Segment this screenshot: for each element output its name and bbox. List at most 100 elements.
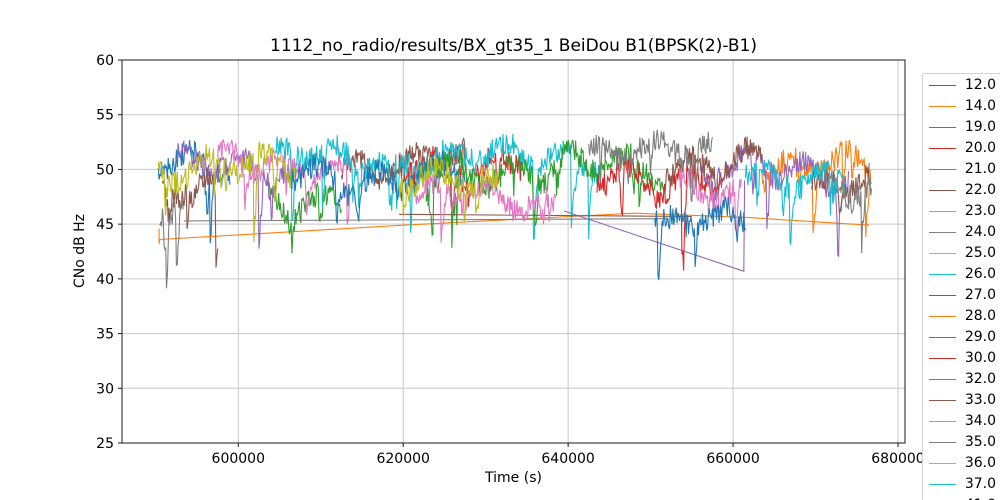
x-tick-label: 600000 bbox=[212, 451, 265, 467]
x-tick-label: 640000 bbox=[541, 451, 594, 467]
legend-box: 12.0 14.0 19.0 20.0 21.0 22.0 23.0 24.0 25.0 26.0… bbox=[922, 73, 1000, 500]
series-line-24.0 bbox=[159, 199, 185, 289]
y-tick-label: 45 bbox=[96, 217, 114, 233]
legend-line-sample bbox=[929, 232, 956, 233]
legend-label: 41.0 bbox=[956, 495, 1000, 500]
series-line-35.0 bbox=[819, 166, 873, 254]
series-line-25.0 bbox=[157, 140, 297, 243]
series-line-34.0 bbox=[415, 172, 557, 243]
legend-item-21.0: 21.0 bbox=[923, 159, 1000, 180]
series-line-32.0 bbox=[699, 143, 850, 258]
legend-item-35.0: 35.0 bbox=[923, 432, 1000, 453]
legend-label: 26.0 bbox=[964, 266, 996, 282]
legend-label: 24.0 bbox=[964, 224, 996, 240]
legend-item-34.0: 34.0 bbox=[923, 411, 1000, 432]
legend-item-26.0: 26.0 bbox=[923, 264, 1000, 285]
legend-item-32.0: 32.0 bbox=[923, 369, 1000, 390]
legend-item-27.0: 27.0 bbox=[923, 285, 1000, 306]
series-line-23.0 bbox=[217, 139, 351, 225]
legend-item-30.0: 30.0 bbox=[923, 348, 1000, 369]
x-axis-label: Time (s) bbox=[485, 470, 542, 486]
series-line-36.0 bbox=[398, 155, 499, 223]
legend-label: 22.0 bbox=[964, 182, 996, 198]
legend-label: 32.0 bbox=[964, 371, 996, 387]
series-line-14.0 bbox=[158, 212, 870, 244]
legend-item-36.0: 36.0 bbox=[923, 453, 1000, 474]
axes-frame bbox=[121, 59, 906, 444]
series-line-35.0 bbox=[588, 129, 713, 203]
legend-label: 14.0 bbox=[964, 98, 996, 114]
legend-item-20.0: 20.0 bbox=[923, 138, 1000, 159]
legend-item-22.0: 22.0 bbox=[923, 180, 1000, 201]
legend-item-12.0: 12.0 bbox=[923, 75, 1000, 96]
series-line-32.0 bbox=[563, 180, 746, 272]
legend-line-sample bbox=[929, 211, 956, 212]
series-line-24.0 bbox=[183, 218, 668, 222]
legend-label: 27.0 bbox=[964, 287, 996, 303]
legend-line-sample bbox=[929, 274, 956, 275]
legend-label: 21.0 bbox=[964, 161, 996, 177]
legend-line-sample bbox=[929, 400, 956, 401]
legend-line-sample bbox=[929, 148, 956, 149]
legend-label: 20.0 bbox=[964, 140, 996, 156]
y-tick-label: 30 bbox=[96, 381, 114, 397]
series-line-33.0 bbox=[399, 213, 692, 218]
legend-item-37.0: 37.0 bbox=[923, 474, 1000, 495]
ticks: 600000 620000 640000 660000 680000 25 30 35 40 45… bbox=[96, 53, 925, 467]
legend-line-sample bbox=[929, 463, 956, 464]
legend-label: 35.0 bbox=[964, 434, 996, 450]
legend-line-sample bbox=[929, 379, 956, 380]
x-tick-label: 660000 bbox=[706, 451, 759, 467]
y-tick-label: 35 bbox=[96, 327, 114, 343]
x-tick-label: 620000 bbox=[376, 451, 429, 467]
legend-item-29.0: 29.0 bbox=[923, 327, 1000, 348]
legend-label: 37.0 bbox=[964, 476, 996, 492]
legend-label: 34.0 bbox=[964, 413, 996, 429]
legend-line-sample bbox=[929, 442, 956, 443]
legend-line-sample bbox=[929, 295, 956, 296]
legend-item-19.0: 19.0 bbox=[923, 117, 1000, 138]
legend-label: 12.0 bbox=[964, 77, 996, 93]
legend-label: 28.0 bbox=[964, 308, 996, 324]
legend-label: 25.0 bbox=[964, 245, 996, 261]
legend-line-sample bbox=[929, 127, 956, 128]
series-line-37.0 bbox=[744, 159, 845, 246]
series-line-22.0 bbox=[161, 167, 219, 268]
legend-item-28.0: 28.0 bbox=[923, 306, 1000, 327]
grid bbox=[122, 59, 905, 444]
legend-label: 19.0 bbox=[964, 119, 996, 135]
series-line-41.0 bbox=[654, 196, 746, 281]
legend-line-sample bbox=[929, 337, 956, 338]
x-tick-label: 680000 bbox=[871, 451, 924, 467]
legend-item-41.0: 41.0 bbox=[923, 495, 1000, 500]
series-line-19.0 bbox=[266, 180, 342, 254]
y-axis-label: CNo dB Hz bbox=[72, 213, 88, 289]
legend-label: 36.0 bbox=[964, 455, 996, 471]
legend-line-sample bbox=[929, 421, 956, 422]
chart-title: 1112_no_radio/results/BX_gt35_1 BeiDou B… bbox=[270, 36, 757, 56]
series-line-29.0 bbox=[419, 139, 664, 248]
legend-item-14.0: 14.0 bbox=[923, 96, 1000, 117]
y-tick-label: 55 bbox=[96, 108, 114, 124]
series-group bbox=[157, 129, 873, 289]
legend-label: 33.0 bbox=[964, 392, 996, 408]
legend-line-sample bbox=[929, 85, 956, 86]
legend-line-sample bbox=[929, 253, 956, 254]
y-tick-label: 50 bbox=[96, 162, 114, 178]
legend-line-sample bbox=[929, 190, 956, 191]
y-tick-label: 40 bbox=[96, 272, 114, 288]
legend-label: 23.0 bbox=[964, 203, 996, 219]
series-line-33.0 bbox=[662, 136, 763, 195]
legend-item-24.0: 24.0 bbox=[923, 222, 1000, 243]
legend-line-sample bbox=[929, 106, 956, 107]
legend-line-sample bbox=[929, 484, 956, 485]
legend-item-25.0: 25.0 bbox=[923, 243, 1000, 264]
y-tick-label: 60 bbox=[96, 53, 114, 69]
series-line-34.0 bbox=[678, 167, 742, 234]
legend-item-33.0: 33.0 bbox=[923, 390, 1000, 411]
legend-label: 30.0 bbox=[964, 350, 996, 366]
legend-line-sample bbox=[929, 316, 956, 317]
legend-label: 29.0 bbox=[964, 329, 996, 345]
